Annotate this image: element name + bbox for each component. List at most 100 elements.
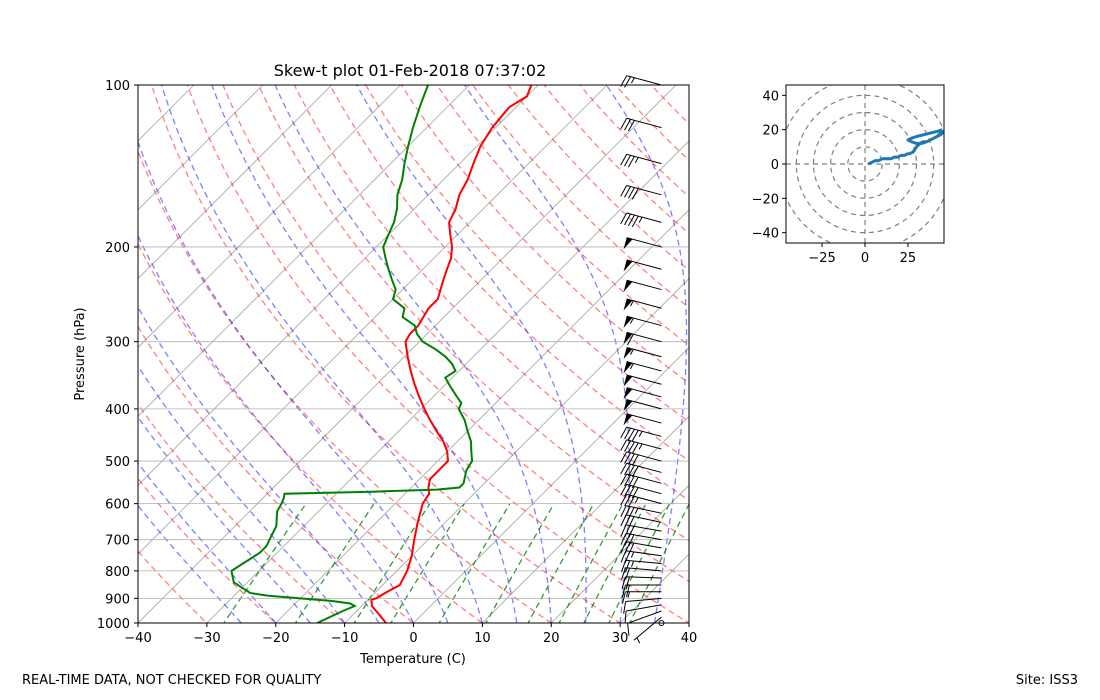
wind-barb [620, 541, 662, 555]
hodo-y-tick-label: −40 [752, 227, 779, 242]
barb-full [627, 214, 635, 227]
barb-staff [625, 604, 662, 612]
dry-adiabat [614, 85, 689, 162]
barb-half [638, 216, 643, 223]
wind-barb [623, 279, 662, 292]
barb-full [631, 465, 639, 478]
isotherm [0, 73, 68, 634]
barb-flag [623, 374, 633, 387]
y-tick-label: 300 [105, 336, 130, 351]
barb-staff [626, 413, 662, 424]
barb-flag [623, 347, 633, 360]
barb-full [620, 426, 628, 439]
barb-full [620, 154, 628, 166]
wind-barb [620, 75, 662, 88]
barb-full [625, 567, 631, 580]
x-tick-label: −40 [124, 631, 151, 646]
x-tick-label: −10 [331, 631, 358, 646]
barb-full [627, 486, 635, 498]
barb-flag [623, 237, 633, 250]
barb-full [631, 215, 639, 228]
barb-flag [623, 316, 633, 328]
y-tick-label: 800 [105, 565, 130, 580]
grid-lines [138, 85, 689, 623]
barb-full [631, 188, 639, 200]
dry-adiabat [364, 85, 689, 423]
barb-staff [626, 259, 662, 270]
moist-adiabat [138, 416, 311, 623]
wind-barb [620, 505, 662, 519]
isotherm [688, 622, 689, 623]
barb-full [624, 506, 631, 518]
barb-staff [626, 279, 662, 291]
barb-full [621, 567, 627, 580]
dry-adiabat [400, 85, 689, 385]
dry-adiabat [151, 85, 622, 623]
wind-barbs [620, 75, 665, 644]
barb-full [631, 442, 639, 454]
moist-adiabat [605, 85, 688, 623]
wind-barb [623, 298, 662, 311]
barb-half [638, 443, 643, 450]
barb-half [629, 317, 634, 324]
isotherm [275, 209, 689, 623]
barb-staff [625, 576, 662, 579]
isotherm [138, 85, 264, 211]
barb-full [628, 534, 635, 547]
x-tick-label: 40 [681, 631, 698, 646]
hodo-x-tick-label: −25 [808, 251, 835, 266]
moist-adiabat [356, 85, 587, 623]
barb-full [627, 464, 635, 477]
barb-staff [626, 426, 662, 437]
y-tick-label: 400 [105, 403, 130, 418]
barb-full [624, 452, 631, 464]
barb-full [627, 441, 635, 453]
wind-barb [621, 584, 662, 598]
site-label: Site: ISS3 [1015, 673, 1078, 688]
dry-adiabat [650, 85, 689, 125]
wind-barb [620, 483, 662, 499]
moist-adiabat [274, 85, 552, 623]
skew-t-ticks: −40 −30 −20 −10 0 10 20 30 40 1000 900 800 700 600 500… [97, 79, 697, 646]
barb-full [627, 428, 635, 441]
wind-barb [621, 576, 662, 589]
barb-staff [627, 610, 662, 624]
mixing-ratio-line [583, 503, 647, 623]
barb-half [627, 591, 630, 598]
barb-staff [625, 559, 662, 564]
barb-full [627, 453, 635, 465]
hodo-y-tick-label: 0 [771, 158, 779, 173]
dry-adiabat [507, 85, 689, 272]
barb-full [624, 76, 631, 88]
barb-flag [623, 413, 633, 426]
wind-barb [623, 399, 662, 412]
mixing-ratio-line [353, 503, 431, 623]
barb-staff [626, 346, 662, 358]
barb-full [624, 119, 631, 131]
barb-flag [623, 387, 633, 400]
x-tick-label: −20 [262, 631, 289, 646]
barb-full [624, 542, 631, 554]
barb-flag [623, 298, 633, 311]
wind-barb [621, 559, 662, 573]
mixing-ratio-line [608, 503, 671, 623]
barb-full [631, 454, 639, 466]
barb-full [627, 496, 635, 508]
y-tick-label: 900 [105, 592, 130, 607]
barb-full [626, 333, 634, 346]
y-tick-label: 600 [105, 498, 130, 513]
isotherm [138, 85, 539, 486]
barb-full [620, 439, 628, 451]
mixing-ratio-line [629, 503, 689, 623]
barb-full [620, 505, 627, 518]
wind-barb [623, 597, 662, 614]
barb-staff [626, 117, 662, 129]
barb-full [624, 427, 631, 440]
isotherm [344, 278, 689, 623]
barb-full [628, 526, 635, 538]
moist-adiabat [464, 85, 630, 623]
y-tick-label: 200 [105, 241, 130, 256]
wind-barb [620, 462, 662, 478]
barb-half [636, 637, 641, 644]
